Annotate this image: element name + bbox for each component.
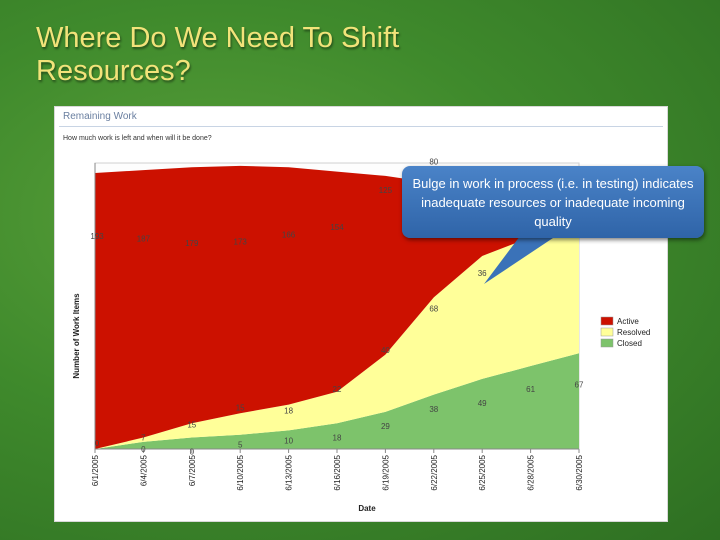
- data-label: 166: [282, 230, 296, 239]
- data-label: 193: [90, 232, 104, 241]
- x-tick-label: 6/30/2005: [575, 454, 584, 490]
- legend-label-closed: Closed: [617, 339, 642, 348]
- legend-swatch-active: [600, 316, 614, 326]
- x-tick-label: 6/22/2005: [430, 454, 439, 490]
- panel-subtitle: How much work is left and when will it b…: [63, 135, 212, 142]
- data-label: 125: [379, 186, 393, 195]
- data-label: 5: [238, 441, 243, 450]
- x-tick-label: 6/4/2005: [139, 454, 148, 486]
- x-tick-label: 6/25/2005: [478, 454, 487, 490]
- panel-title: Remaining Work: [63, 111, 137, 122]
- area-resolved: [95, 221, 579, 449]
- data-label: 80: [429, 157, 438, 166]
- data-label: 7: [141, 433, 146, 442]
- data-label: 18: [333, 433, 342, 442]
- data-label: 36: [478, 269, 487, 278]
- panel-divider: [59, 126, 663, 127]
- legend-label-resolved: Resolved: [617, 328, 650, 337]
- data-label: 68: [429, 305, 438, 314]
- legend-swatch-closed: [600, 338, 614, 348]
- x-tick-label: 6/28/2005: [527, 454, 536, 490]
- x-tick-label: 6/16/2005: [333, 454, 342, 490]
- data-label: 0: [141, 445, 146, 454]
- data-label: 179: [185, 239, 199, 248]
- slide-title: Where Do We Need To Shift Resources?: [36, 22, 400, 87]
- data-label: 49: [478, 399, 487, 408]
- x-tick-label: 6/7/2005: [188, 454, 197, 486]
- data-label: 173: [234, 238, 248, 247]
- legend-label-active: Active: [617, 317, 639, 326]
- callout-text: Bulge in work in process (i.e. in testin…: [412, 176, 694, 229]
- data-label: 154: [330, 223, 344, 232]
- x-tick-label: 6/1/2005: [91, 454, 100, 486]
- data-label: 29: [381, 422, 390, 431]
- data-label: 38: [429, 405, 438, 414]
- data-label: 61: [526, 385, 535, 394]
- legend-swatch-resolved: [600, 327, 614, 337]
- data-label: 15: [236, 403, 245, 412]
- data-label: 40: [381, 346, 390, 355]
- x-axis-label: Date: [358, 504, 376, 513]
- area-closed: [95, 353, 579, 449]
- callout-box: Bulge in work in process (i.e. in testin…: [402, 166, 704, 238]
- data-label: 0: [95, 439, 100, 448]
- data-label: 0: [190, 448, 195, 457]
- data-label: 187: [137, 235, 151, 244]
- callout-pointer-shape: [484, 236, 556, 284]
- data-label: 22: [333, 385, 342, 394]
- x-tick-label: 6/19/2005: [381, 454, 390, 490]
- y-axis-label: Number of Work Items: [72, 293, 81, 379]
- x-tick-label: 6/10/2005: [236, 454, 245, 490]
- data-label: 15: [187, 421, 196, 430]
- data-label: 10: [284, 436, 293, 445]
- data-label: 67: [575, 381, 584, 390]
- data-label: 18: [284, 406, 293, 415]
- x-tick-label: 6/13/2005: [285, 454, 294, 490]
